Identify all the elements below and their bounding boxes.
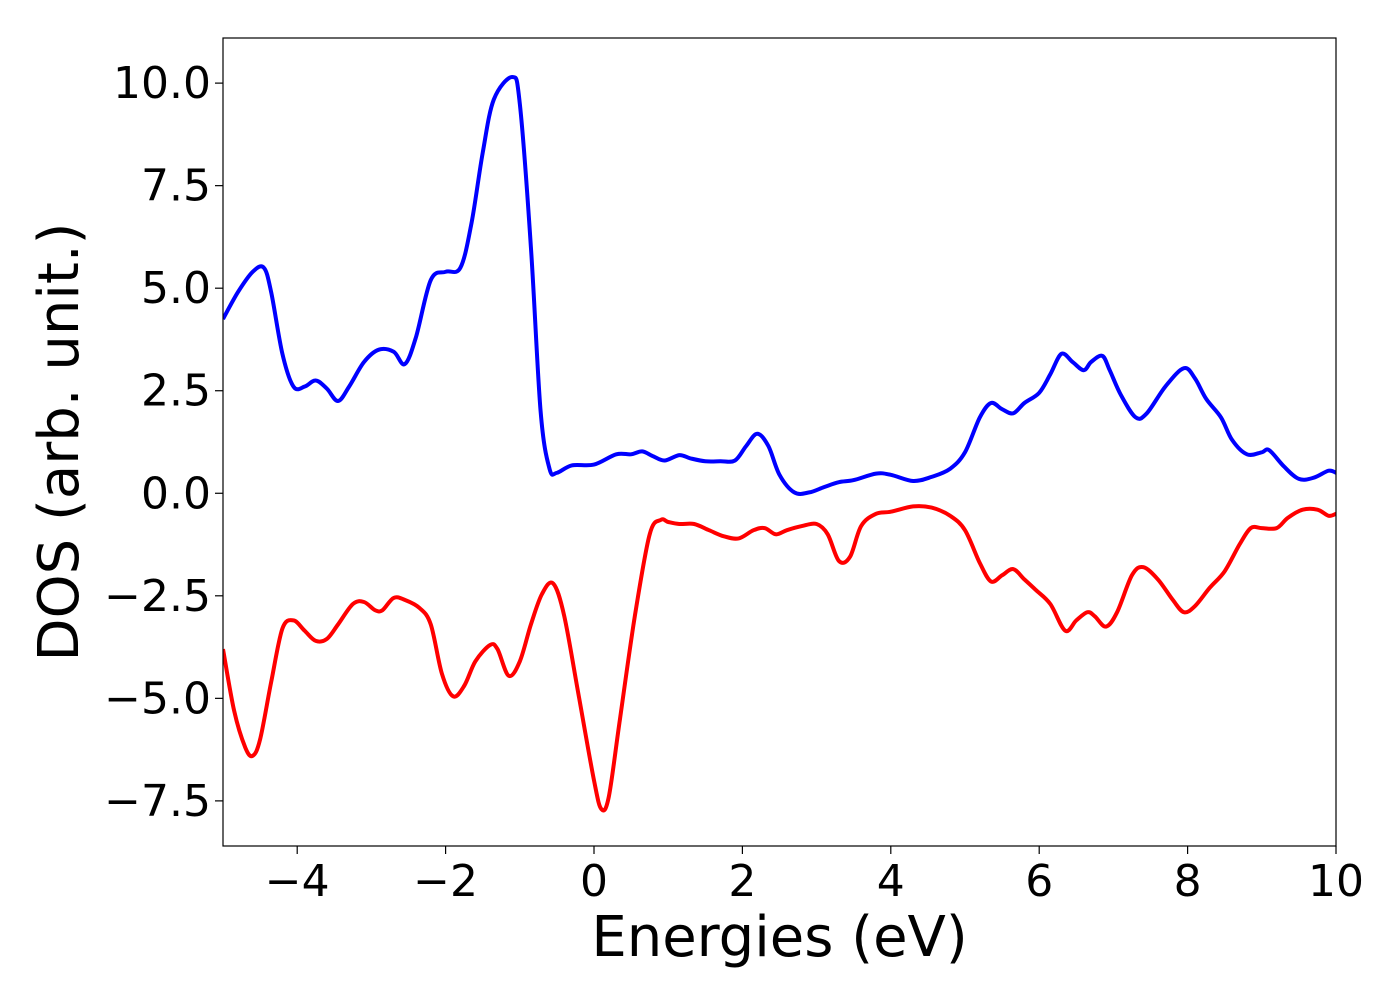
x-tick-label: 6: [1025, 856, 1053, 907]
x-tick-label: 8: [1174, 856, 1202, 907]
x-axis-label: Energies (eV): [591, 905, 967, 970]
x-tick-label: 2: [728, 856, 756, 907]
y-tick-label: 5.0: [141, 263, 211, 314]
y-tick-label: −7.5: [104, 776, 211, 827]
y-tick-label: 10.0: [113, 58, 211, 109]
y-tick-label: 7.5: [141, 161, 211, 212]
x-tick-label: 0: [580, 856, 608, 907]
x-tick-label: −2: [413, 856, 478, 907]
y-tick-label: 0.0: [141, 468, 211, 519]
x-tick-label: 10: [1308, 856, 1364, 907]
label-layer: Energies (eV) DOS (arb. unit.): [27, 222, 968, 970]
series-layer: [223, 75, 1336, 813]
plot-frame: [222, 37, 1337, 847]
x-tick-label: 4: [877, 856, 905, 907]
y-tick-label: −2.5: [104, 571, 211, 622]
y-axis-label: DOS (arb. unit.): [27, 222, 92, 661]
tick-layer: −4 −2 0 2 4 6 8 10 −7.5 −5.0 −2.5 0.0 2.5 5.0 7.5 10.0: [104, 58, 1364, 907]
spin-up-dos-line: [223, 75, 1336, 496]
x-tick-label: −4: [265, 856, 330, 907]
y-tick-label: 2.5: [141, 366, 211, 417]
spin-down-dos-line: [223, 504, 1336, 813]
y-tick-label: −5.0: [104, 673, 211, 724]
